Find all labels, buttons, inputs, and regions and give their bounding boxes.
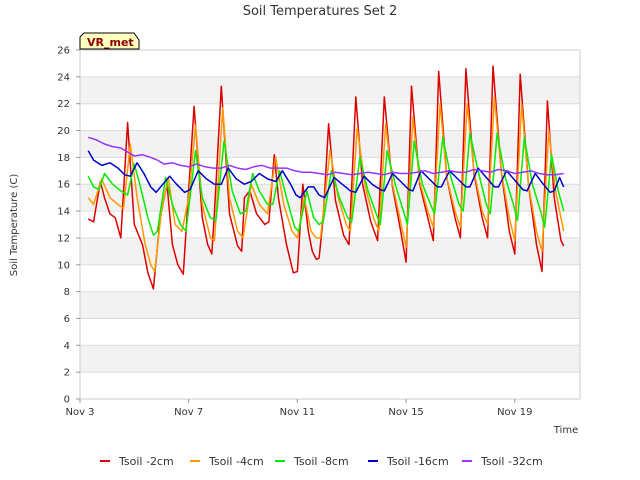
y-tick-label: 10: [57, 260, 70, 271]
y-tick-label: 0: [64, 395, 70, 406]
y-tick-label: 12: [57, 233, 70, 244]
x-tick-label: Nov 7: [174, 407, 203, 418]
y-tick-label: 16: [57, 180, 70, 191]
series-layer: [87, 65, 565, 290]
legend: Tsoil -2cm Tsoil -4cm Tsoil -8cm Tsoil -16c…: [100, 455, 543, 468]
legend-label: Tsoil -16cm: [386, 455, 449, 468]
station-tag-label: VR_met: [87, 36, 134, 49]
x-axis-ticks: Nov 3 Nov 7 Nov 11 Nov 15 Nov 19: [65, 399, 532, 418]
y-tick-label: 2: [64, 368, 70, 379]
plot-band: [80, 50, 580, 77]
legend-label: Tsoil -32cm: [480, 455, 543, 468]
plot-band: [80, 318, 580, 346]
series-line-tsoil-4cm: [87, 96, 565, 273]
plot-band: [80, 237, 580, 265]
plot-band: [80, 211, 580, 238]
y-tick-label: 14: [57, 207, 70, 218]
plot-band: [80, 76, 580, 104]
x-axis-label: Time: [553, 425, 578, 436]
station-tag-box: [79, 32, 140, 50]
series-line-tsoil-32cm: [87, 136, 564, 176]
plot-band: [80, 372, 580, 399]
x-tick-label: Nov 11: [280, 407, 315, 418]
x-tick-label: Nov 3: [65, 407, 94, 418]
legend-label: Tsoil -4cm: [208, 455, 264, 468]
y-tick-label: 24: [57, 72, 70, 83]
legend-label: Tsoil -8cm: [293, 455, 349, 468]
series-line-tsoil-16cm: [87, 150, 565, 199]
plot-frame: [79, 49, 581, 400]
y-tick-label: 22: [57, 99, 70, 110]
station-tag: VR_met: [79, 32, 140, 50]
legend-label: Tsoil -2cm: [118, 455, 174, 468]
y-tick-label: 18: [57, 153, 70, 164]
y-tick-label: 20: [57, 126, 70, 137]
y-tick-label: 8: [64, 287, 70, 298]
series-line-tsoil-8cm: [87, 132, 565, 236]
y-tick-label: 26: [57, 46, 70, 57]
y-axis-label: Soil Temperature (C): [9, 174, 20, 277]
chart-title: Soil Temperatures Set 2: [243, 4, 398, 19]
y-tick-label: 4: [64, 341, 70, 352]
plot-band: [80, 345, 580, 373]
x-tick-label: Nov 19: [497, 407, 532, 418]
plot-band: [80, 291, 580, 319]
y-tick-label: 6: [64, 314, 70, 325]
x-tick-label: Nov 15: [388, 407, 423, 418]
plot-band: [80, 264, 580, 292]
plot-band: [80, 103, 580, 131]
plot-background: [80, 50, 580, 399]
